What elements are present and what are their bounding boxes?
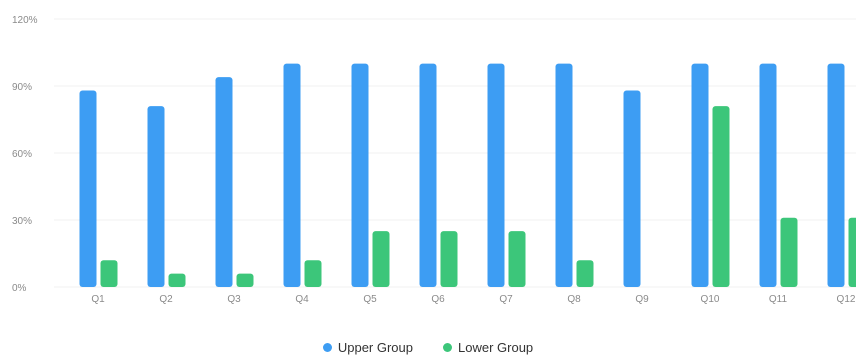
bar-upper-q1[interactable]	[79, 90, 97, 287]
x-axis: Q1 Q2 Q3 Q4 Q5 Q6 Q7 Q8 Q9 Q10 Q11 Q12	[91, 294, 856, 305]
bar-upper-q11[interactable]	[759, 63, 777, 287]
y-tick-label: 90%	[12, 82, 32, 93]
bar-upper-q7[interactable]	[487, 63, 505, 287]
bar-upper-q3[interactable]	[215, 77, 233, 287]
legend: Upper Group Lower Group	[0, 336, 856, 358]
y-tick-label: 30%	[12, 216, 32, 227]
bar-lower-q6[interactable]	[440, 231, 458, 287]
bar-upper-q5[interactable]	[351, 63, 369, 287]
x-tick-label: Q10	[701, 294, 720, 305]
legend-label-lower: Lower Group	[458, 339, 534, 355]
bar-upper-q4[interactable]	[283, 63, 301, 287]
x-tick-label: Q6	[431, 294, 445, 305]
bar-upper-q12[interactable]	[827, 63, 845, 287]
bar-lower-q7[interactable]	[508, 231, 526, 287]
legend-item-upper-group[interactable]: Upper Group	[322, 339, 413, 355]
legend-marker-upper	[322, 342, 332, 352]
bar-upper-q2[interactable]	[147, 106, 165, 287]
bar-lower-q3[interactable]	[236, 273, 254, 287]
bar-lower-q2[interactable]	[168, 273, 186, 287]
y-axis: 0% 30% 60% 90% 120%	[12, 15, 38, 294]
bars	[79, 63, 856, 287]
y-tick-label: 0%	[12, 283, 27, 294]
bar-upper-q9[interactable]	[623, 90, 641, 287]
legend-item-lower-group[interactable]: Lower Group	[443, 340, 533, 355]
x-tick-label: Q3	[227, 294, 241, 305]
x-tick-label: Q7	[499, 294, 513, 305]
y-tick-label: 120%	[12, 15, 38, 26]
x-tick-label: Q11	[769, 294, 788, 305]
x-tick-label: Q5	[363, 294, 377, 305]
bar-lower-q10[interactable]	[712, 106, 730, 287]
bar-lower-q12[interactable]	[848, 217, 856, 287]
legend-label-upper: Upper Group	[337, 339, 413, 355]
bar-upper-q10[interactable]	[691, 63, 709, 287]
x-tick-label: Q12	[837, 294, 856, 305]
x-tick-label: Q1	[91, 294, 105, 305]
bar-upper-q6[interactable]	[419, 63, 437, 287]
bar-lower-q1[interactable]	[100, 260, 118, 287]
legend-marker-lower	[443, 342, 452, 352]
bar-lower-q8[interactable]	[576, 260, 594, 287]
bar-lower-q4[interactable]	[304, 260, 322, 287]
bar-lower-q11[interactable]	[780, 217, 798, 287]
bar-upper-q8[interactable]	[555, 63, 573, 287]
y-tick-label: 60%	[12, 149, 32, 160]
bar-chart: 0% 30% 60% 90% 120% Q1 Q2 Q3 Q4 Q5 Q6 Q7 Q8 Q9 Q10 Q11…	[12, 15, 856, 305]
x-tick-label: Q2	[159, 294, 173, 305]
x-tick-label: Q9	[635, 294, 649, 305]
x-tick-label: Q4	[295, 294, 309, 305]
bar-lower-q5[interactable]	[372, 231, 390, 287]
x-tick-label: Q8	[567, 294, 581, 305]
